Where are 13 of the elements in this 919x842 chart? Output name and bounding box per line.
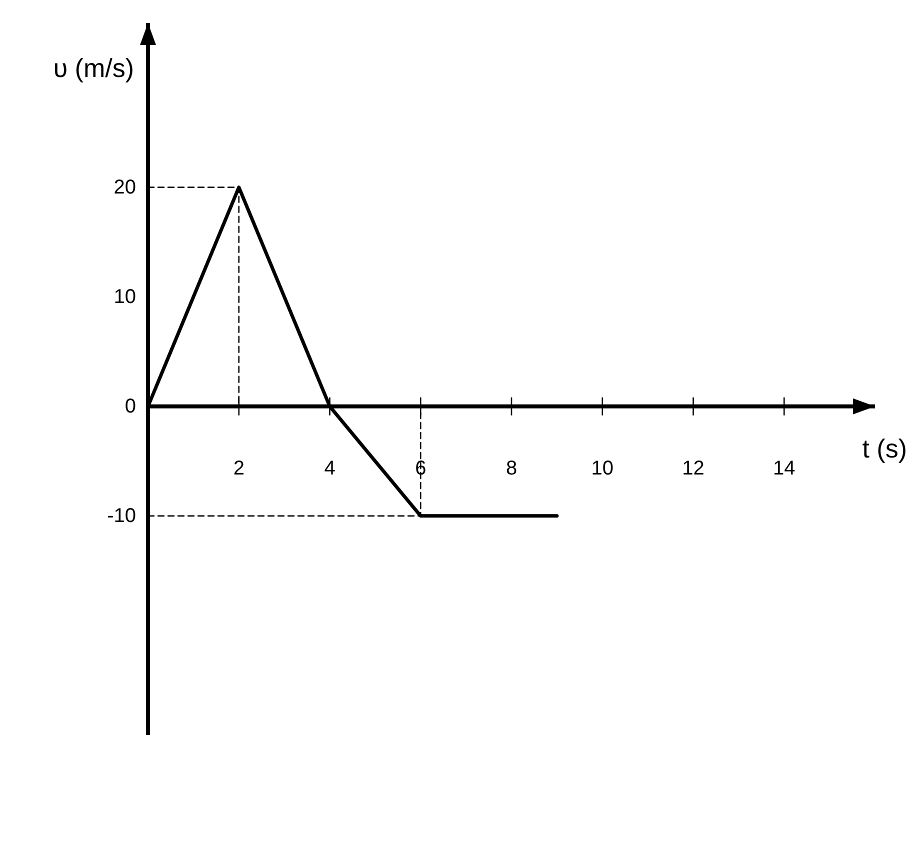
x-tick-label: 6 — [415, 457, 426, 480]
x-tick-label: 12 — [682, 457, 704, 480]
x-tick-label: 14 — [773, 457, 796, 480]
y-tick-label: -10 — [107, 504, 136, 527]
y-tick-label: 10 — [114, 286, 136, 308]
y-tick-label: 20 — [114, 176, 136, 198]
x-tick-label: 8 — [506, 457, 518, 480]
x-tick-label: 4 — [324, 457, 336, 480]
y-tick-label: 0 — [124, 395, 136, 418]
x-tick-label: 10 — [591, 457, 614, 480]
y-axis-title: υ (m/s) — [53, 53, 134, 83]
x-axis-title: t (s) — [862, 433, 907, 464]
x-tick-label: 2 — [233, 457, 244, 480]
